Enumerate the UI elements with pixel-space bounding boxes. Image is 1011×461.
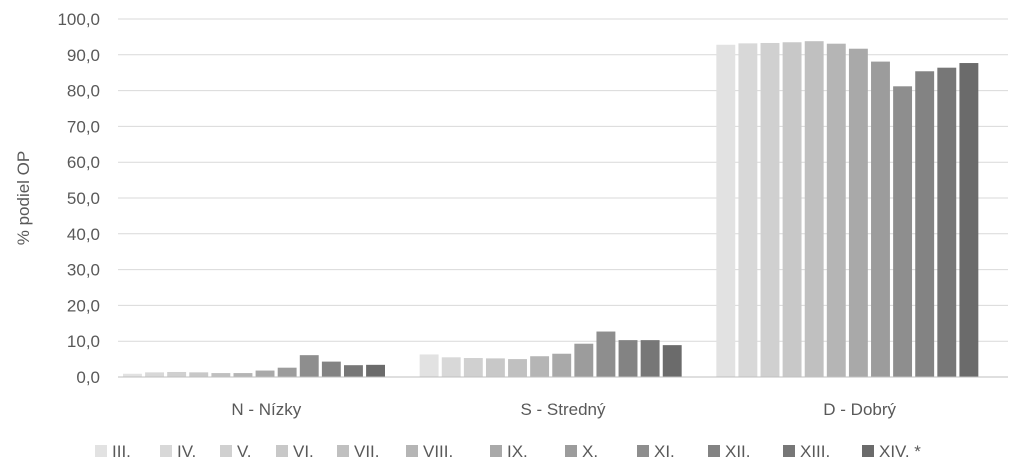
y-tick-label: 50,0	[67, 189, 100, 208]
bar	[937, 67, 957, 378]
y-tick-label: 60,0	[67, 153, 100, 172]
legend: III. IV. V. VI. VII. VIII. IX. X. XI. XII. XIII. XI…	[95, 442, 921, 461]
bar	[848, 48, 868, 378]
y-tick-label: 20,0	[67, 296, 100, 315]
category-label: N - Nízky	[231, 400, 301, 419]
y-tick-label: 80,0	[67, 82, 100, 101]
bar	[485, 358, 505, 377]
y-tick-label: 40,0	[67, 225, 100, 244]
bar	[277, 367, 297, 377]
legend-swatch	[637, 445, 649, 457]
category-label: S - Stredný	[520, 400, 606, 419]
legend-label: IX.	[507, 442, 528, 461]
bar	[596, 331, 616, 377]
gridlines	[118, 18, 1008, 342]
legend-label: XI.	[654, 442, 675, 461]
legend-swatch	[220, 445, 232, 457]
legend-label: V.	[237, 442, 252, 461]
bar	[618, 340, 638, 377]
bar	[760, 42, 780, 378]
bar	[145, 372, 164, 377]
legend-swatch	[160, 445, 172, 457]
bar	[574, 343, 594, 377]
bar	[552, 353, 572, 377]
bar	[441, 357, 461, 377]
bar	[716, 44, 736, 377]
legend-label: VIII.	[423, 442, 453, 461]
legend-swatch	[95, 445, 107, 457]
bar	[299, 355, 319, 377]
category-label: D - Dobrý	[823, 400, 896, 419]
legend-swatch	[565, 445, 577, 457]
legend-swatch	[490, 445, 502, 457]
bar	[530, 356, 550, 377]
bar	[804, 41, 824, 378]
bar	[123, 373, 142, 377]
legend-label: XII.	[725, 442, 751, 461]
y-axis-tick-labels: 0,0 10,0 20,0 30,0 40,0 50,0 60,0 70,0 80,0 90,0 1…	[57, 10, 100, 387]
bar	[662, 345, 682, 377]
bar	[233, 373, 253, 377]
y-tick-label: 30,0	[67, 261, 100, 280]
bar	[738, 43, 758, 378]
bar	[344, 365, 363, 377]
bar	[782, 42, 802, 378]
category-labels: N - Nízky S - Stredný D - Dobrý	[231, 400, 896, 419]
legend-swatch	[406, 445, 418, 457]
bar	[640, 340, 660, 377]
y-tick-label: 70,0	[67, 117, 100, 136]
legend-label: X.	[582, 442, 598, 461]
y-tick-label: 0,0	[76, 368, 100, 387]
legend-label: XIV. *	[879, 442, 921, 461]
y-axis-label: % podiel OP	[14, 151, 33, 246]
y-tick-label: 100,0	[57, 10, 100, 29]
legend-swatch	[708, 445, 720, 457]
bar	[167, 371, 187, 377]
y-tick-label: 10,0	[67, 332, 100, 351]
y-tick-label: 90,0	[67, 46, 100, 65]
legend-label: VI.	[293, 442, 314, 461]
legend-swatch	[862, 445, 874, 457]
bar	[189, 372, 209, 377]
legend-label: IV.	[177, 442, 196, 461]
legend-label: III.	[112, 442, 131, 461]
bar	[211, 373, 231, 377]
legend-swatch	[783, 445, 795, 457]
bar	[321, 361, 341, 377]
bar	[508, 359, 527, 377]
bar	[959, 63, 979, 378]
bar	[366, 364, 385, 377]
bar	[419, 354, 439, 377]
bar	[463, 358, 483, 377]
bars	[123, 41, 979, 378]
bar	[871, 61, 890, 378]
legend-label: XIII.	[800, 442, 830, 461]
legend-swatch	[276, 445, 288, 457]
bar	[255, 370, 275, 377]
bar	[826, 43, 846, 378]
bar	[915, 71, 935, 377]
bar	[893, 86, 913, 377]
legend-swatch	[337, 445, 349, 457]
legend-label: VII.	[354, 442, 380, 461]
